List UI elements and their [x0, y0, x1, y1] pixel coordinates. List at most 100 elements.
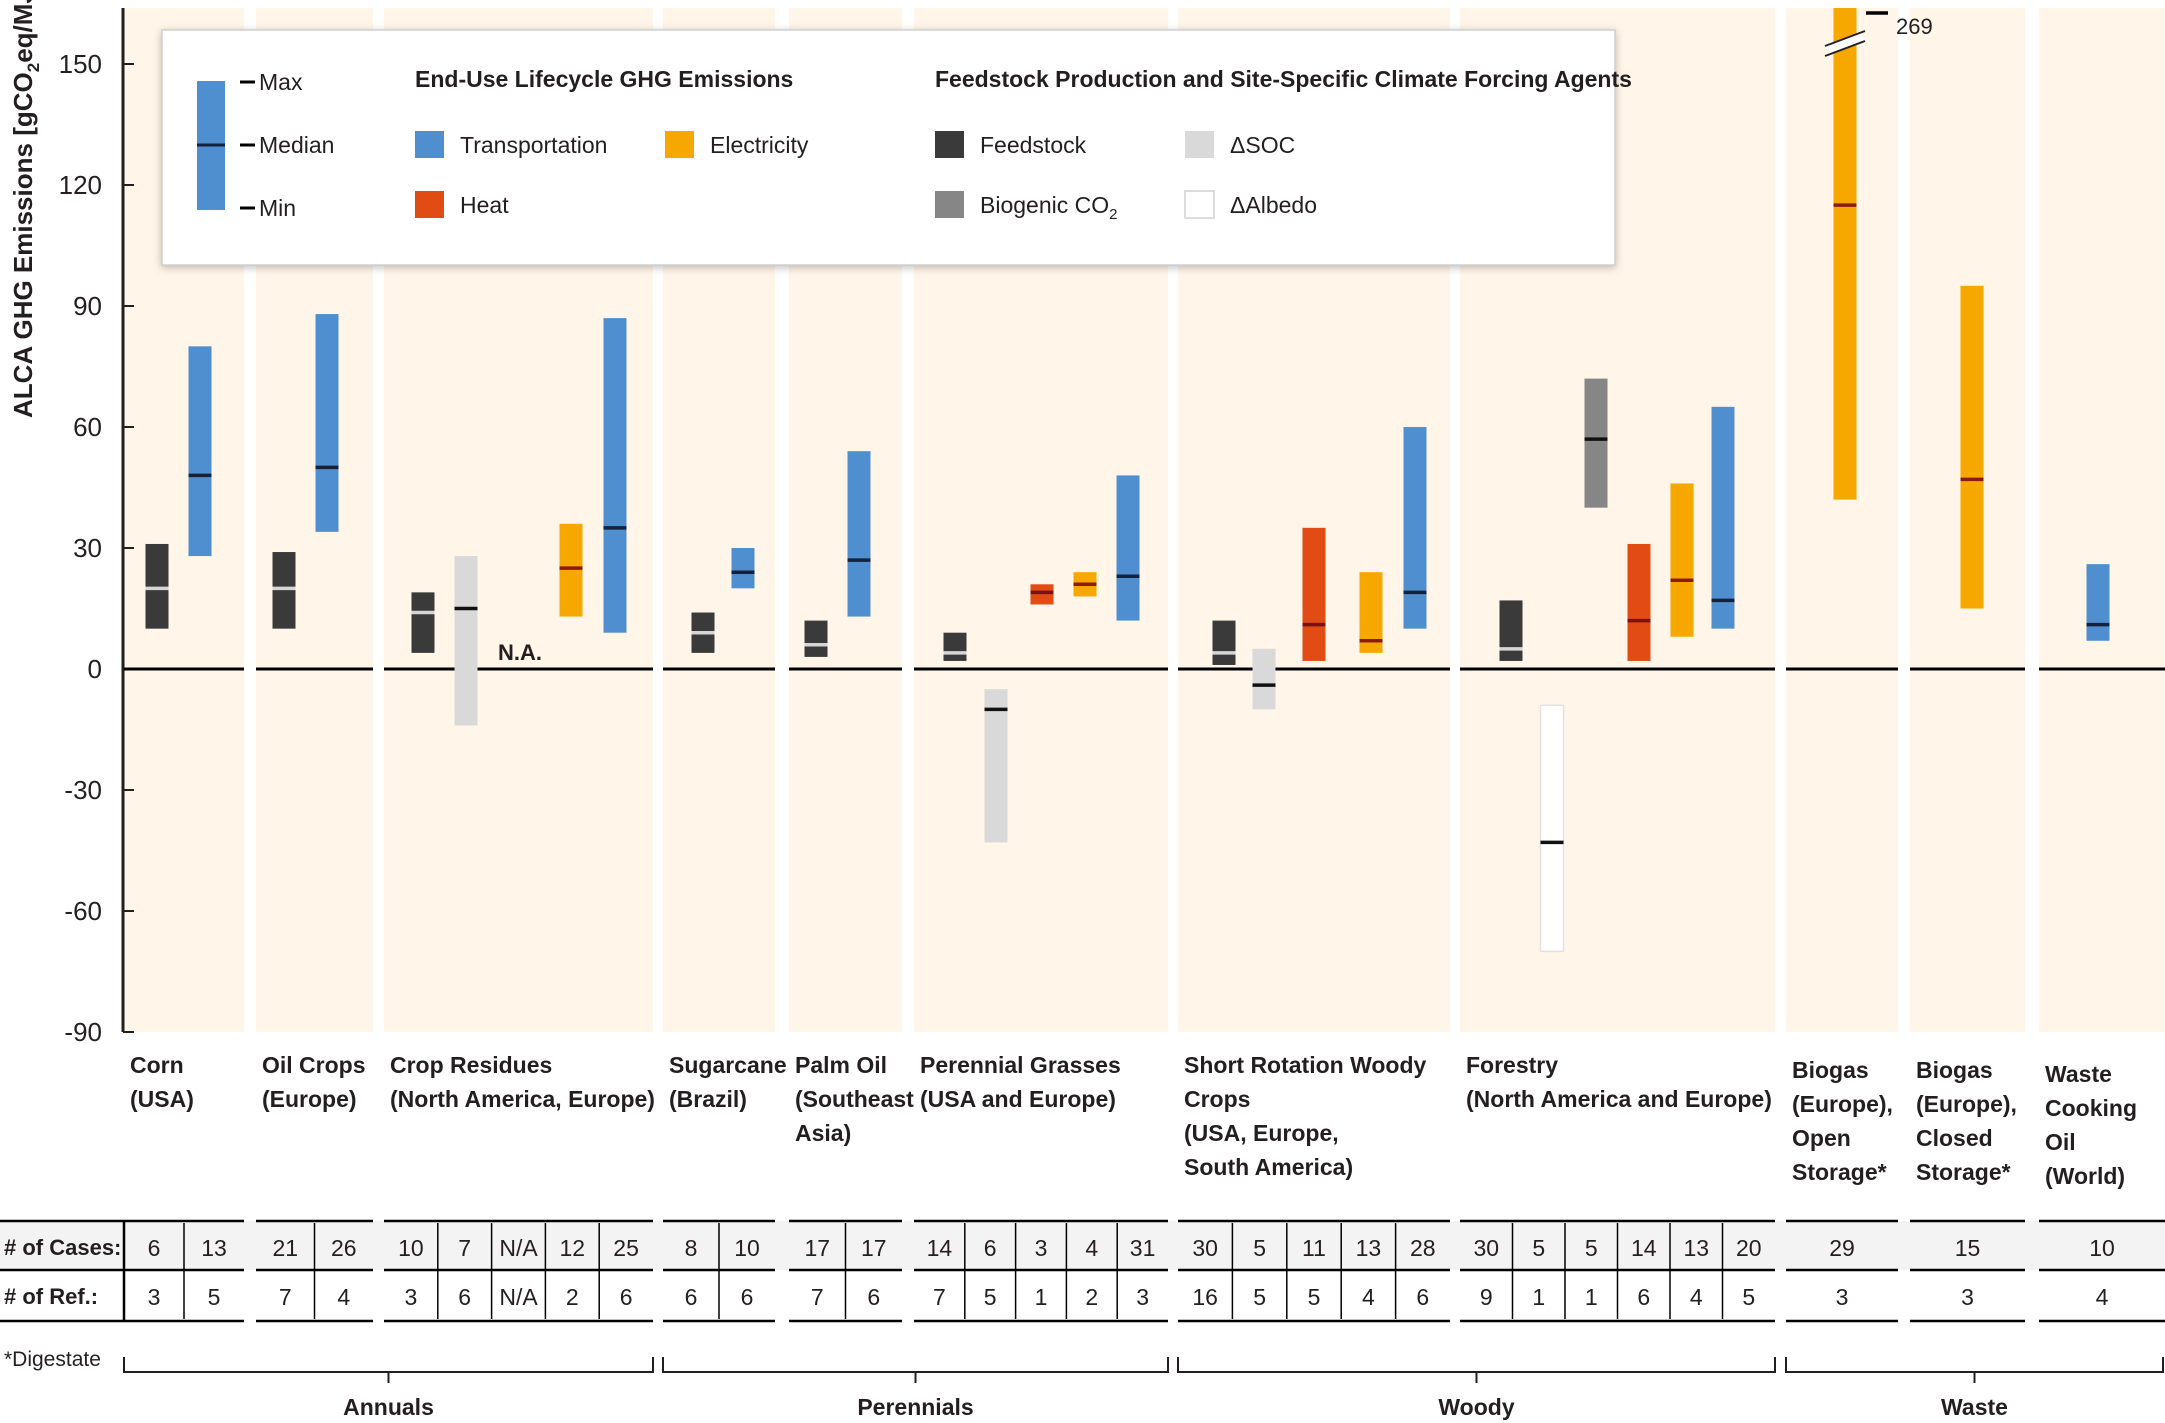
refs-count: 5 [1742, 1284, 1755, 1310]
refs-count: 4 [1690, 1284, 1703, 1310]
group-bracket [1177, 1357, 1776, 1383]
group-label: Perennials [857, 1394, 973, 1420]
y-tick-label: 150 [59, 49, 102, 79]
range-bar-transportation [1711, 406, 1735, 629]
refs-count: 3 [1961, 1284, 1974, 1310]
table-row-label-cases: # of Cases: [4, 1235, 121, 1260]
range-bar-electricity [1670, 483, 1694, 637]
refs-count: 7 [279, 1284, 292, 1310]
range-bar-electricity [1359, 572, 1383, 653]
category-label: (Brazil) [669, 1086, 747, 1112]
category-label: (World) [2045, 1163, 2125, 1189]
range-bar-transportation [603, 318, 627, 633]
cases-count: 17 [861, 1235, 887, 1261]
cases-count: 15 [1955, 1235, 1981, 1261]
refs-count: 3 [405, 1284, 418, 1310]
group-bracket [123, 1357, 654, 1383]
refs-count: 1 [1585, 1284, 1598, 1310]
cases-count: 3 [1035, 1235, 1048, 1261]
legend-key-label: Min [259, 195, 296, 221]
cases-count: 26 [331, 1235, 357, 1261]
cases-count: 13 [201, 1235, 227, 1261]
refs-count: 1 [1532, 1284, 1545, 1310]
legend-transportation-label: Transportation [460, 132, 607, 158]
refs-count: 7 [811, 1284, 824, 1310]
group-label: Waste [1941, 1394, 2008, 1420]
cases-count: 10 [2089, 1235, 2115, 1261]
range-bar-heat [1030, 584, 1054, 605]
refs-count: 16 [1192, 1284, 1218, 1310]
refs-count: 1 [1035, 1284, 1048, 1310]
y-axis-label: ALCA GHG Emissions [gCO2eq/MJ] [8, 0, 43, 418]
range-bar-soc [454, 556, 478, 726]
refs-count: 5 [1253, 1284, 1266, 1310]
category-label: Short Rotation Woody [1184, 1052, 1427, 1078]
range-bar-feedstock [411, 592, 435, 653]
legend-heat-label: Heat [460, 192, 509, 218]
category-label: (USA and Europe) [920, 1086, 1116, 1112]
legend-albedo-label: ΔAlbedo [1230, 192, 1317, 218]
legend-key-label: Median [259, 132, 334, 158]
category-label: Sugarcane [669, 1052, 787, 1078]
category-label: Cooking [2045, 1095, 2137, 1121]
refs-count: 7 [933, 1284, 946, 1310]
y-tick-label: 30 [73, 533, 102, 563]
cases-count: 6 [984, 1235, 997, 1261]
refs-count: 5 [208, 1284, 221, 1310]
range-bar-feedstock [272, 552, 296, 629]
legend-heat-swatch [415, 191, 444, 218]
range-bar-feedstock [145, 543, 169, 629]
category-label: (Europe) [262, 1086, 357, 1112]
range-bar-heat [1302, 527, 1326, 661]
legend-transportation-swatch [415, 131, 444, 158]
y-tick-label: -30 [64, 775, 102, 805]
legend-header-feedstock: Feedstock Production and Site-Specific C… [935, 66, 1632, 92]
range-bar-transportation [1116, 475, 1140, 621]
cases-count: 29 [1829, 1235, 1855, 1261]
category-label: (Southeast [795, 1086, 914, 1112]
max-value-label: 269 [1896, 14, 1933, 39]
category-label: Oil [2045, 1129, 2076, 1155]
category-label: (USA, Europe, [1184, 1120, 1339, 1146]
range-bar-transportation [2086, 564, 2110, 641]
range-bar-electricity [559, 523, 583, 617]
range-bar-albedo [1539, 704, 1565, 953]
refs-count: 4 [1362, 1284, 1375, 1310]
cases-count: 28 [1410, 1235, 1436, 1261]
refs-count: 6 [1637, 1284, 1650, 1310]
cases-count: 5 [1253, 1235, 1266, 1261]
refs-count: 4 [2096, 1284, 2109, 1310]
category-label: (USA) [130, 1086, 194, 1112]
range-bar-electricity [1960, 285, 1984, 609]
category-label: (Europe), [1792, 1091, 1893, 1117]
refs-count: 2 [1085, 1284, 1098, 1310]
cases-count: 10 [734, 1235, 760, 1261]
category-label: Crops [1184, 1086, 1250, 1112]
category-label: Biogas [1916, 1057, 1993, 1083]
range-bar-feedstock [1499, 600, 1523, 661]
cases-count: 30 [1473, 1235, 1499, 1261]
not-available-label: N.A. [498, 640, 542, 665]
refs-count: 6 [685, 1284, 698, 1310]
cases-count: N/A [499, 1235, 538, 1261]
cases-count: 13 [1356, 1235, 1382, 1261]
table-row-label-refs: # of Ref.: [4, 1284, 98, 1309]
legend: Max Median Min End-Use Lifecycle GHG Emissi… [161, 29, 1632, 266]
refs-count: 3 [1136, 1284, 1149, 1310]
refs-count: 5 [984, 1284, 997, 1310]
legend-box [161, 29, 1616, 266]
group-label: Annuals [343, 1394, 434, 1420]
axis-break-mark [1824, 40, 1866, 57]
category-label: Crop Residues [390, 1052, 552, 1078]
refs-count: 6 [741, 1284, 754, 1310]
legend-electricity-swatch [665, 131, 694, 158]
legend-key-label: Max [259, 69, 303, 95]
category-label: Waste [2045, 1061, 2112, 1087]
range-bar-soc [1252, 648, 1276, 710]
y-tick-label: 90 [73, 291, 102, 321]
cases-count: 8 [685, 1235, 698, 1261]
axis-break-gap [1825, 31, 1865, 55]
cases-count: 7 [458, 1235, 471, 1261]
range-bar-heat [1627, 543, 1651, 661]
